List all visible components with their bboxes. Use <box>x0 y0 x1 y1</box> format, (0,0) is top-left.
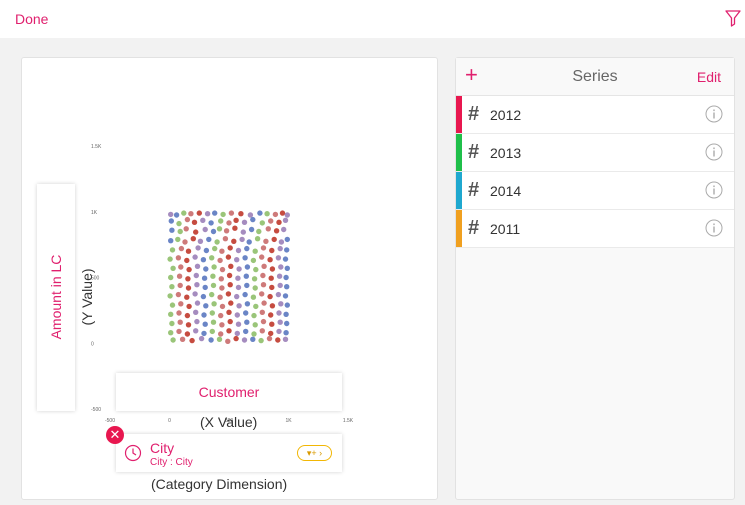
series-color-bar <box>456 210 462 247</box>
edit-series-button[interactable]: Edit <box>696 69 721 85</box>
series-item-2011[interactable]: # 2011 <box>456 210 734 248</box>
series-color-bar <box>456 172 462 209</box>
add-series-button[interactable]: + <box>465 62 478 87</box>
remove-category-button[interactable]: ✕ <box>106 426 124 444</box>
clock-icon <box>124 444 142 462</box>
info-icon[interactable] <box>705 143 723 161</box>
info-icon[interactable] <box>705 219 723 237</box>
info-icon[interactable] <box>705 181 723 199</box>
series-label: 2013 <box>490 145 522 161</box>
series-color-bar <box>456 134 462 171</box>
series-item-2012[interactable]: # 2012 <box>456 96 734 134</box>
series-header: + Series Edit <box>456 58 734 96</box>
x-value-caption: (X Value) <box>200 414 258 430</box>
series-label: 2011 <box>490 221 521 237</box>
series-label: 2014 <box>490 183 522 199</box>
y-value-caption: (Y Value) <box>79 268 95 326</box>
chart-panel <box>21 57 438 500</box>
hash-icon: # <box>468 103 480 125</box>
category-title: City <box>150 440 175 456</box>
top-bar: Done <box>0 0 745 38</box>
y-measure-label: Amount in LC <box>48 254 64 340</box>
x-measure-label: Customer <box>198 384 260 400</box>
filter-badge[interactable]: ▾+ › <box>297 445 332 461</box>
filter-icon[interactable] <box>725 9 741 27</box>
hash-icon: # <box>468 179 480 201</box>
category-dimension-card[interactable]: City City : City ▾+ › <box>116 434 342 472</box>
y-axis-dropzone[interactable] <box>37 184 75 411</box>
hash-icon: # <box>468 141 480 163</box>
done-button[interactable]: Done <box>15 11 49 27</box>
category-dimension-caption: (Category Dimension) <box>151 476 288 492</box>
hash-icon: # <box>468 217 480 239</box>
series-label: 2012 <box>490 107 522 123</box>
series-title: Series <box>572 68 618 85</box>
series-color-bar <box>456 96 462 133</box>
x-axis-dropzone[interactable]: Customer <box>116 373 342 411</box>
series-item-2013[interactable]: # 2013 <box>456 134 734 172</box>
info-icon[interactable] <box>705 105 723 123</box>
series-item-2014[interactable]: # 2014 <box>456 172 734 210</box>
category-subtitle: City : City <box>150 457 193 468</box>
